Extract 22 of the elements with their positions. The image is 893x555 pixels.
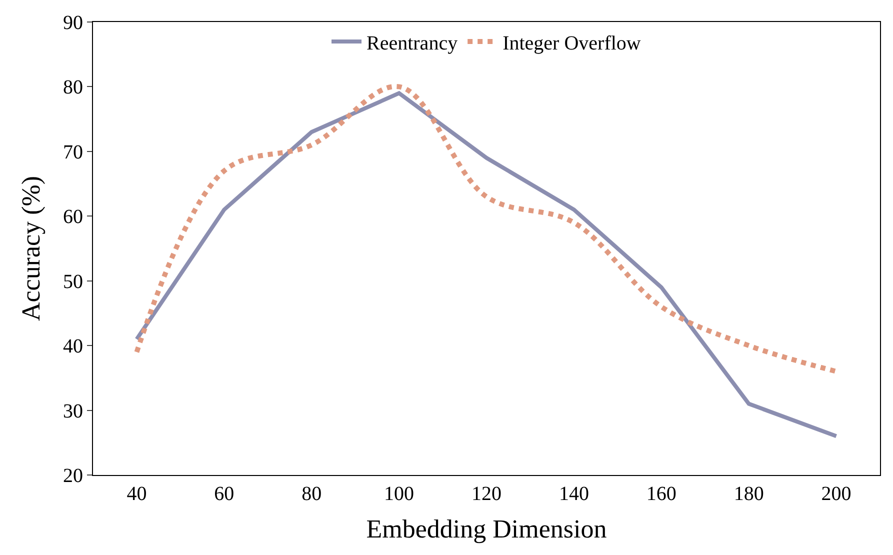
y-tick-label: 20: [63, 465, 83, 487]
y-tick-label: 50: [63, 270, 83, 293]
line-series: [134, 91, 838, 438]
x-tick-label: 100: [384, 483, 414, 505]
legend-label: Integer Overflow: [502, 32, 642, 54]
y-tick-label: 40: [63, 336, 83, 358]
x-tick-label: 180: [734, 483, 764, 505]
y-tick-label: 70: [63, 141, 83, 164]
x-tick-label: 140: [558, 483, 589, 505]
x-tick-label: 120: [472, 483, 502, 505]
y-tick-label: 80: [63, 76, 83, 99]
legend-label: Reentrancy: [366, 32, 458, 54]
y-tick-label: 90: [63, 12, 83, 34]
x-tick-label: 160: [646, 483, 676, 505]
x-tick-label: 60: [214, 483, 234, 505]
x-tick-label: 80: [302, 483, 322, 505]
y-tick-label: 60: [63, 206, 83, 228]
y-axis-title: Accuracy (%): [16, 176, 46, 322]
x-tick-label: 200: [821, 483, 852, 505]
y-tick-label: 30: [63, 400, 83, 422]
x-axis-title: Embedding Dimension: [366, 514, 607, 544]
x-tick-label: 40: [126, 483, 147, 505]
